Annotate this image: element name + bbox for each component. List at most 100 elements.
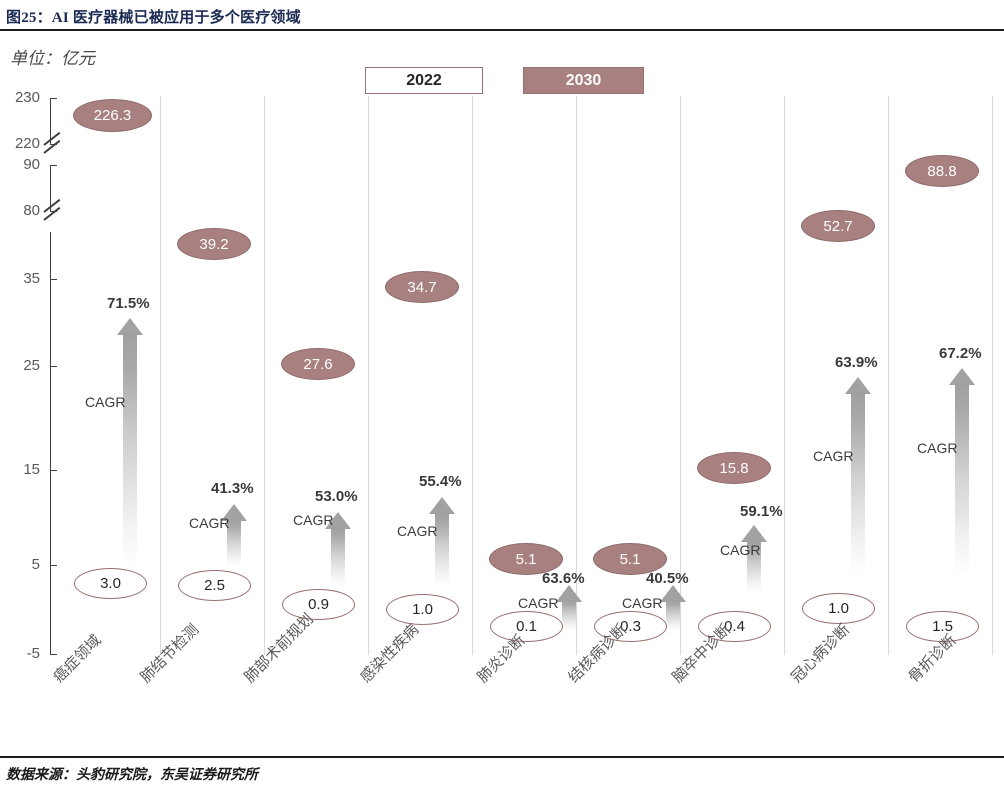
bubble-value: 5.1 <box>515 550 537 568</box>
arrow-shaft <box>666 600 680 630</box>
bubble-value: 0.3 <box>620 618 641 635</box>
y-tick-label: 25 <box>23 357 40 374</box>
cagr-value: 71.5% <box>107 295 150 312</box>
cagr-arrow <box>113 318 147 566</box>
bubble-value: 3.0 <box>100 575 121 592</box>
x-axis-label-4: 肺炎诊断 <box>474 631 529 687</box>
cagr-label: CAGR <box>518 595 559 611</box>
cagr-label: CAGR <box>293 512 334 528</box>
y-tick <box>50 279 57 280</box>
y-axis-segment <box>50 165 51 212</box>
arrow-head-icon <box>741 525 767 542</box>
bubble-value: 226.3 <box>93 107 132 124</box>
bubble-value: 27.6 <box>303 355 333 373</box>
data-bubble-2030[interactable]: 5.1 <box>489 543 563 575</box>
gridline <box>576 96 577 655</box>
data-bubble-2022[interactable]: 1.0 <box>802 593 875 624</box>
title-divider <box>0 29 1004 31</box>
y-tick-label: 15 <box>23 461 40 478</box>
x-axis-label-3: 感染性疾病 <box>357 621 423 687</box>
y-tick <box>50 565 57 566</box>
data-bubble-2022[interactable]: 0.3 <box>594 611 667 642</box>
data-bubble-2030[interactable]: 226.3 <box>73 99 152 132</box>
data-bubble-2022[interactable]: 2.5 <box>178 570 251 601</box>
gridline <box>264 96 265 655</box>
arrow-head-icon <box>845 377 871 394</box>
bubble-value: 0.4 <box>724 618 745 635</box>
x-axis-label-1: 肺结节检测 <box>137 621 203 687</box>
y-tick <box>50 165 57 166</box>
data-bubble-2022[interactable]: 1.0 <box>386 594 459 625</box>
arrow-shaft <box>331 527 345 586</box>
gridline <box>992 96 993 655</box>
cagr-arrow <box>425 497 459 586</box>
bubble-value: 1.0 <box>828 600 849 617</box>
data-bubble-2022[interactable]: 1.5 <box>906 611 979 642</box>
cagr-value: 63.6% <box>542 570 585 587</box>
source-note: 数据来源：头豹研究院，东吴证券研究所 <box>6 768 258 783</box>
cagr-value: 53.0% <box>315 488 358 505</box>
arrow-head-icon <box>429 497 455 514</box>
cagr-arrow <box>945 368 979 575</box>
cagr-label: CAGR <box>720 542 761 558</box>
data-bubble-2030[interactable]: 88.8 <box>905 155 979 187</box>
cagr-arrow <box>217 504 251 566</box>
gridline <box>368 96 369 655</box>
x-axis-label-0: 癌症领域 <box>50 631 105 687</box>
legend-label-2030: 2030 <box>565 71 602 89</box>
data-bubble-2022[interactable]: 0.4 <box>698 611 771 642</box>
y-axis-segment <box>50 98 51 145</box>
y-tick-label: 90 <box>23 156 40 173</box>
gridline <box>680 96 681 655</box>
gridline <box>160 96 161 655</box>
bubble-value: 52.7 <box>823 217 853 235</box>
gridline <box>472 96 473 655</box>
data-bubble-2030[interactable]: 34.7 <box>385 271 459 303</box>
bubble-value: 0.9 <box>308 596 329 613</box>
data-bubble-2030[interactable]: 5.1 <box>593 543 667 575</box>
arrow-head-icon <box>221 504 247 521</box>
data-bubble-2030[interactable]: 27.6 <box>281 348 355 380</box>
bubble-value: 39.2 <box>199 235 229 253</box>
bubble-value: 1.5 <box>932 618 953 635</box>
data-bubble-2022[interactable]: 0.1 <box>490 611 563 642</box>
data-bubble-2022[interactable]: 3.0 <box>74 568 147 599</box>
bubble-value: 34.7 <box>407 278 437 296</box>
arrow-shaft <box>123 333 137 566</box>
arrow-shaft <box>851 392 865 574</box>
data-bubble-2022[interactable]: 0.9 <box>282 589 355 620</box>
cagr-label: CAGR <box>85 394 126 410</box>
data-bubble-2030[interactable]: 39.2 <box>177 228 251 260</box>
legend-label-2022: 2022 <box>406 71 442 89</box>
figure-title: 图25：AI 医疗器械已被应用于多个医疗领域 <box>6 10 301 26</box>
bubble-value: 88.8 <box>927 162 957 180</box>
y-axis-segment <box>50 232 51 655</box>
y-tick-label: 35 <box>23 270 40 287</box>
cagr-label: CAGR <box>189 515 230 531</box>
y-tick-label: 220 <box>14 135 40 152</box>
arrow-head-icon <box>660 585 686 602</box>
arrow-shaft <box>227 519 241 566</box>
x-axis-label-2: 肺部术前规划 <box>241 610 317 687</box>
cagr-label: CAGR <box>622 595 663 611</box>
gridline <box>784 96 785 655</box>
cagr-value: 41.3% <box>211 480 254 497</box>
cagr-value: 40.5% <box>646 570 689 587</box>
arrow-head-icon <box>325 512 351 529</box>
bubble-value: 0.1 <box>516 618 537 635</box>
axis-break-icon <box>43 131 66 160</box>
data-bubble-2030[interactable]: 52.7 <box>801 210 875 242</box>
arrow-head-icon <box>117 318 143 335</box>
y-tick-label: 230 <box>14 89 40 106</box>
data-bubble-2030[interactable]: 15.8 <box>697 452 771 484</box>
cagr-value: 67.2% <box>939 345 982 362</box>
axis-break-icon <box>43 198 66 227</box>
legend-item-2022[interactable]: 2022 <box>365 67 483 94</box>
cagr-value: 63.9% <box>835 354 878 371</box>
y-tick-label: 5 <box>31 556 40 573</box>
cagr-value: 55.4% <box>419 473 462 490</box>
y-tick-label: 80 <box>23 202 40 219</box>
arrow-shaft <box>562 600 576 630</box>
legend-item-2030[interactable]: 2030 <box>523 67 644 94</box>
